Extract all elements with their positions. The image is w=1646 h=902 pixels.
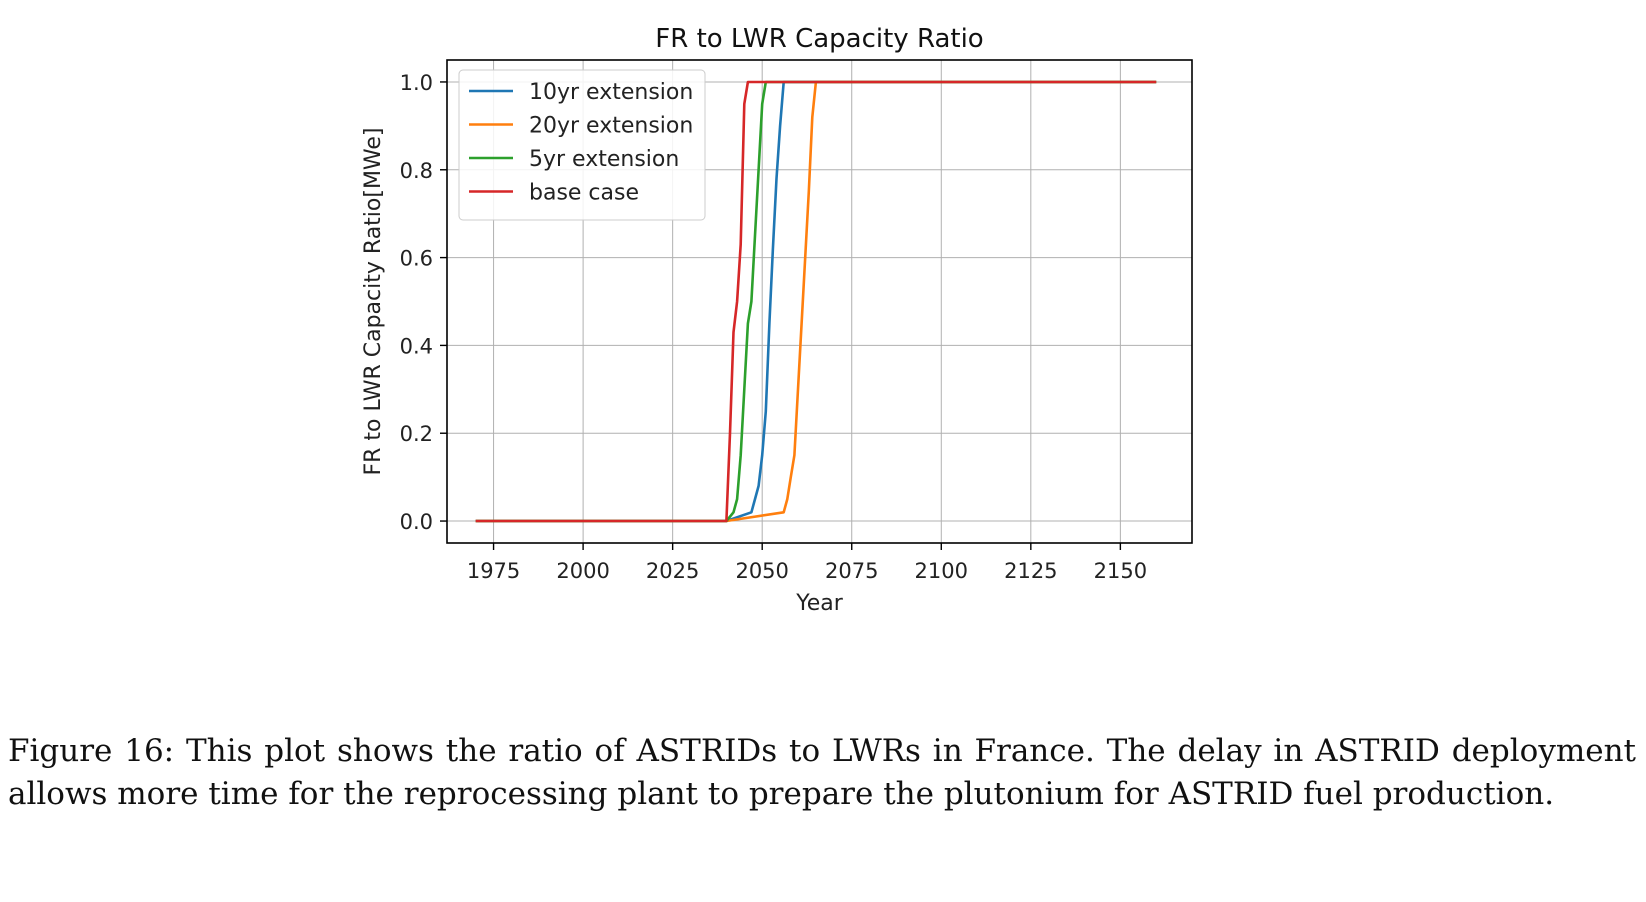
series-line-2 xyxy=(475,80,1157,523)
figure-caption: Figure 16: This plot shows the ratio of … xyxy=(8,733,1636,812)
x-tick-label: 2000 xyxy=(556,559,609,583)
legend-box xyxy=(458,69,706,221)
x-tick-label: 2050 xyxy=(735,559,788,583)
y-axis-ticks: 0.0 0.2 0.4 0.6 0.8 1.0 xyxy=(400,71,447,534)
legend: 10yr extension 20yr extension 5yr extensio… xyxy=(458,69,706,221)
y-tick-label: 0.2 xyxy=(400,422,433,446)
x-tick-label: 2075 xyxy=(825,559,878,583)
x-tick-label: 2100 xyxy=(915,559,968,583)
y-tick-label: 0.8 xyxy=(400,159,433,183)
y-axis-label: FR to LWR Capacity Ratio[MWe] xyxy=(361,127,386,475)
legend-entry: base case xyxy=(529,181,639,206)
chart: 1975 2000 2025 2050 2075 2100 2125 2150 0.00.20… xyxy=(361,24,1193,616)
series-lines xyxy=(475,80,1157,523)
x-tick-label: 2025 xyxy=(646,559,699,583)
y-tick-label: 1.0 xyxy=(400,71,433,95)
legend-entry: 10yr extension xyxy=(529,80,693,105)
legend-entry: 20yr extension xyxy=(529,114,693,139)
series-line-0 xyxy=(475,80,1157,523)
chart-title: FR to LWR Capacity Ratio xyxy=(655,24,983,54)
legend-entry: 5yr extension xyxy=(529,147,679,172)
x-tick-label: 1975 xyxy=(467,559,520,583)
y-tick-label: 0.4 xyxy=(400,334,433,358)
x-axis-label: Year xyxy=(795,591,844,616)
y-tick-label: 0.0 xyxy=(400,510,433,534)
x-tick-label: 2125 xyxy=(1004,559,1057,583)
y-tick-label: 0.6 xyxy=(400,247,433,271)
series-line-3 xyxy=(475,80,1157,523)
plot-frame xyxy=(446,59,1193,544)
series-line-1 xyxy=(475,80,1157,523)
x-tick-label: 2150 xyxy=(1094,559,1147,583)
x-axis-ticks: 1975 2000 2025 2050 2075 2100 2125 2150 xyxy=(467,543,1147,583)
